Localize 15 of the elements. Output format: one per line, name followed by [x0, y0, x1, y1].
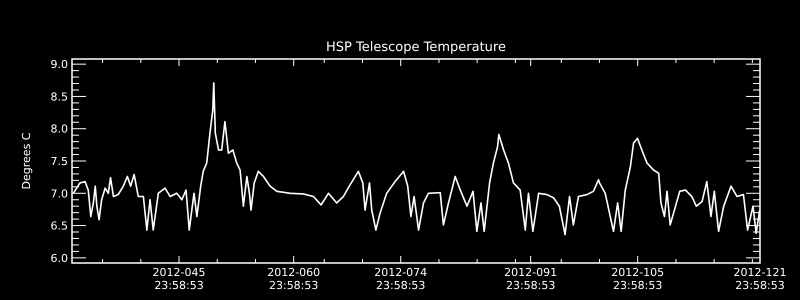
x-tick-label: 2012-074 23:58:53	[374, 266, 428, 292]
y-tick-label: 8.5	[50, 90, 68, 104]
x-tick-label: 2012-121 23:58:53	[734, 266, 786, 292]
y-tick-label: 6.0	[50, 252, 68, 265]
y-tick-label: 8.0	[50, 122, 68, 136]
y-tick-label: 9.0	[50, 58, 68, 72]
y-axis-title: Degrees C	[20, 132, 33, 190]
y-tick-label: 7.0	[50, 187, 68, 200]
y-tick-label: 6.5	[50, 220, 68, 233]
x-tick-label: 2012-045 23:58:53	[152, 266, 206, 292]
y-tick-label: 7.5	[50, 155, 68, 168]
x-tick-label: 2012-060 23:58:53	[267, 266, 320, 292]
chart-title: HSP Telescope Temperature	[326, 40, 506, 55]
x-tick-label: 2012-105 23:58:53	[611, 266, 664, 292]
x-tick-label: 2012-091 23:58:53	[504, 266, 558, 292]
